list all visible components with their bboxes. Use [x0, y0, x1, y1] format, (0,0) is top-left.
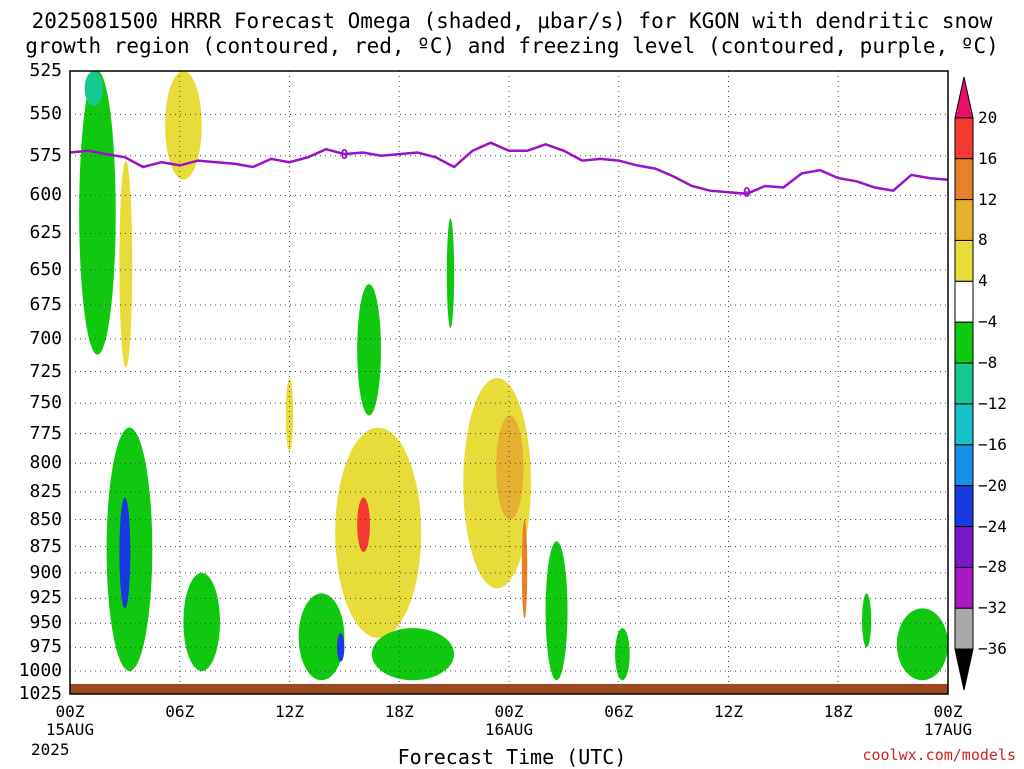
ground-band [70, 683, 948, 694]
colorbar-bottom-arrow [954, 648, 974, 691]
colorbar-label: 4 [978, 271, 988, 291]
y-tick-label: 825 [29, 480, 62, 502]
x-tick-label: 18Z [823, 702, 853, 721]
omega-region-8 [119, 497, 131, 609]
y-tick-label: 1025 [18, 683, 62, 704]
y-tick-label: 700 [29, 327, 62, 349]
colorbar-bin [954, 199, 974, 241]
omega-region-6 [285, 377, 294, 452]
omega-region-5 [357, 284, 381, 416]
x-axis-label: Forecast Time (UTC) [397, 745, 627, 769]
omega-region-1 [84, 71, 103, 106]
omega-region-19 [896, 608, 948, 681]
colorbar-label: −8 [978, 353, 998, 373]
plot-area: 00 [70, 71, 948, 694]
omega-region-20 [862, 593, 872, 648]
colorbar-bin [954, 566, 974, 609]
x-tick-label: 06Z [604, 702, 634, 721]
freezing-level-line [70, 141, 948, 196]
x-tick-label: 06Z [165, 702, 195, 721]
chart-title-line-2: growth region (contoured, red, ºC) and f… [25, 34, 999, 58]
y-tick-label: 925 [29, 587, 62, 609]
omega-region-21 [615, 628, 630, 681]
x-tick-date-label: 16AUG [484, 720, 534, 739]
y-tick-label: 575 [29, 144, 62, 166]
colorbar-bin [954, 607, 974, 650]
colorbar-label: −32 [978, 598, 1007, 618]
y-tick-label: 750 [29, 392, 62, 414]
y-tick-label: 775 [29, 422, 62, 444]
y-tick-label: 675 [29, 294, 62, 316]
freezing-contour-label: 0 [743, 186, 751, 201]
colorbar-label: 20 [978, 107, 998, 127]
colorbar-bin [954, 362, 974, 405]
omega-region-14 [298, 593, 345, 681]
colorbar-label: 8 [978, 230, 988, 250]
colorbar-label: −36 [978, 639, 1007, 659]
colorbar-bin [954, 403, 974, 446]
y-tick-label: 850 [29, 508, 62, 530]
x-tick-date-label: 15AUG [45, 720, 95, 739]
plot-frame [69, 70, 949, 695]
colorbar-label: −4 [978, 312, 998, 332]
year-label: 2025 [31, 740, 70, 759]
omega-region-18 [545, 541, 568, 681]
colorbar-bin [954, 158, 974, 201]
y-tick-label: 975 [29, 636, 62, 658]
omega-region-4 [446, 218, 455, 329]
x-tick-label: 12Z [714, 702, 743, 721]
colorbar-label: −28 [978, 557, 1007, 577]
omega-region-17 [183, 572, 220, 672]
omega-region-13 [521, 519, 528, 619]
y-tick-label: 550 [29, 103, 62, 125]
y-tick-label: 1000 [18, 660, 62, 681]
colorbar-label: −16 [978, 434, 1007, 454]
colorbar-bin [954, 485, 974, 528]
y-tick-label: 600 [29, 184, 62, 206]
y-tick-label: 800 [29, 452, 62, 474]
colorbar-bin [954, 280, 974, 323]
y-tick-label: 650 [29, 258, 62, 280]
colorbar-label: 16 [978, 148, 998, 168]
x-tick-label: 00Z [933, 702, 963, 721]
x-tick-label: 00Z [494, 702, 524, 721]
colorbar-label: −12 [978, 393, 1007, 413]
omega-region-3 [119, 160, 133, 368]
y-tick-label: 625 [29, 222, 62, 244]
x-tick-date-label: 17AUG [923, 720, 973, 739]
omega-region-2 [165, 71, 202, 180]
y-tick-label: 900 [29, 561, 62, 583]
colorbar-bin [954, 239, 974, 282]
colorbar-bin [954, 444, 974, 487]
credit-link[interactable]: coolwx.com/models [862, 746, 1016, 764]
x-tick-label: 12Z [275, 702, 304, 721]
colorbar-bin [954, 321, 974, 364]
y-tick-label: 725 [29, 360, 62, 382]
colorbar-label: −20 [978, 475, 1007, 495]
freezing-contour-label: 0 [340, 148, 348, 163]
x-tick-label: 00Z [55, 702, 85, 721]
y-tick-label: 950 [29, 612, 62, 634]
y-tick-label: 875 [29, 535, 62, 557]
y-tick-label: 525 [29, 60, 62, 81]
omega-region-16 [371, 628, 455, 681]
omega-region-9 [335, 427, 422, 638]
colorbar-label: −24 [978, 516, 1007, 536]
colorbar-bin [954, 526, 974, 568]
omega-region-10 [357, 497, 370, 552]
omega-region-12 [496, 415, 524, 520]
chart-title-line-1: 2025081500 HRRR Forecast Omega (shaded, … [31, 9, 993, 33]
colorbar-top-arrow [954, 76, 974, 119]
colorbar-label: 12 [978, 189, 998, 209]
x-tick-label: 18Z [384, 702, 414, 721]
colorbar-bin [954, 117, 974, 160]
omega-region-0 [79, 71, 116, 355]
